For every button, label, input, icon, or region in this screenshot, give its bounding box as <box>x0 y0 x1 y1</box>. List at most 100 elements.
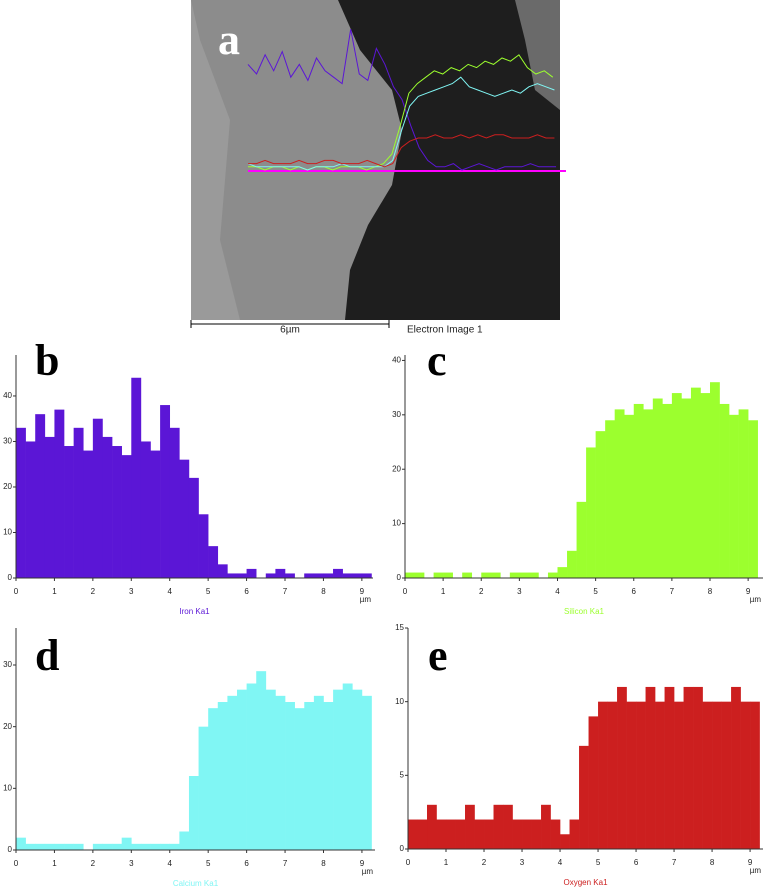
bar <box>179 831 190 850</box>
bar <box>352 689 363 850</box>
y-tick-label: 20 <box>3 722 12 731</box>
scale-bar-label: 6µm <box>280 325 300 336</box>
x-unit: µm <box>362 867 374 876</box>
bar <box>121 837 132 850</box>
bar <box>636 701 646 849</box>
bar <box>44 843 55 850</box>
bar <box>446 819 456 849</box>
x-tick-label: 8 <box>710 858 715 867</box>
y-tick-label: 15 <box>395 623 404 632</box>
bar <box>140 843 151 850</box>
bar <box>102 843 113 850</box>
bar <box>342 573 353 578</box>
y-tick-label: 0 <box>8 573 13 582</box>
bar <box>588 716 599 849</box>
bar <box>208 546 219 578</box>
bar <box>490 572 501 578</box>
x-tick-label: 1 <box>52 859 57 868</box>
bar <box>179 459 190 578</box>
y-tick-label: 30 <box>3 437 12 446</box>
bar <box>140 441 151 578</box>
bar <box>54 409 65 578</box>
bar <box>481 572 492 578</box>
bar <box>700 393 711 578</box>
bar <box>265 573 276 578</box>
bar <box>731 686 741 849</box>
bar <box>361 573 372 578</box>
bar <box>721 701 732 849</box>
y-tick-label: 20 <box>3 482 12 491</box>
bar <box>198 514 209 578</box>
bar <box>531 819 542 849</box>
scan-profile <box>247 76 555 171</box>
x-tick-label: 6 <box>632 587 637 596</box>
y-tick-label: 20 <box>392 464 401 473</box>
x-tick-label: 0 <box>403 587 408 596</box>
bar <box>265 689 276 850</box>
bar <box>528 572 539 578</box>
x-tick-label: 1 <box>444 858 449 867</box>
y-tick-label: 0 <box>400 844 405 853</box>
bar <box>304 573 315 578</box>
bar <box>443 572 453 578</box>
x-tick-label: 2 <box>91 587 96 596</box>
bar <box>25 843 36 850</box>
x-tick-label: 2 <box>91 859 96 868</box>
scan-profile <box>248 134 555 168</box>
x-tick-label: 8 <box>321 859 326 868</box>
bar <box>569 819 580 849</box>
bar <box>54 843 65 850</box>
bar <box>198 726 209 850</box>
bar <box>150 450 161 578</box>
bar <box>550 819 561 849</box>
bar <box>586 447 596 578</box>
y-tick-label: 30 <box>3 660 12 669</box>
scan-profile <box>247 29 557 171</box>
bar <box>674 701 684 849</box>
x-tick-label: 3 <box>517 587 522 596</box>
x-tick-label: 9 <box>748 858 753 867</box>
y-tick-label: 10 <box>3 528 12 537</box>
bar <box>246 568 257 578</box>
bar <box>462 572 473 578</box>
bar <box>275 568 286 578</box>
x-tick-label: 1 <box>441 587 446 596</box>
bar <box>121 455 132 578</box>
bar <box>333 689 344 850</box>
bar <box>112 446 122 578</box>
x-tick-label: 2 <box>479 587 484 596</box>
bar <box>25 441 36 578</box>
bar <box>671 393 682 578</box>
bar <box>702 701 713 849</box>
bar <box>35 843 46 850</box>
x-tick-label: 4 <box>168 859 173 868</box>
x-tick-label: 0 <box>14 587 19 596</box>
bar <box>433 572 444 578</box>
x-tick-label: 0 <box>14 859 19 868</box>
bar <box>405 572 415 578</box>
x-tick-label: 4 <box>167 587 172 596</box>
bar <box>160 405 171 578</box>
x-tick-label: 8 <box>708 587 713 596</box>
bar <box>313 573 324 578</box>
bar <box>645 686 656 849</box>
bar <box>414 572 425 578</box>
bar <box>169 427 180 578</box>
grey-patch <box>515 0 560 110</box>
x-tick-label: 7 <box>670 587 675 596</box>
bar <box>576 501 587 578</box>
bar <box>208 708 219 850</box>
bar <box>655 701 665 849</box>
bar <box>690 387 701 578</box>
bar <box>465 804 475 849</box>
x-tick-label: 7 <box>283 587 288 596</box>
bar <box>614 409 625 578</box>
bar <box>503 804 513 849</box>
bar <box>560 834 570 849</box>
bar <box>304 702 315 850</box>
panel-letter: c <box>427 336 447 385</box>
bar <box>227 573 238 578</box>
bar <box>436 819 447 849</box>
bar <box>617 686 627 849</box>
y-tick-label: 10 <box>392 519 401 528</box>
